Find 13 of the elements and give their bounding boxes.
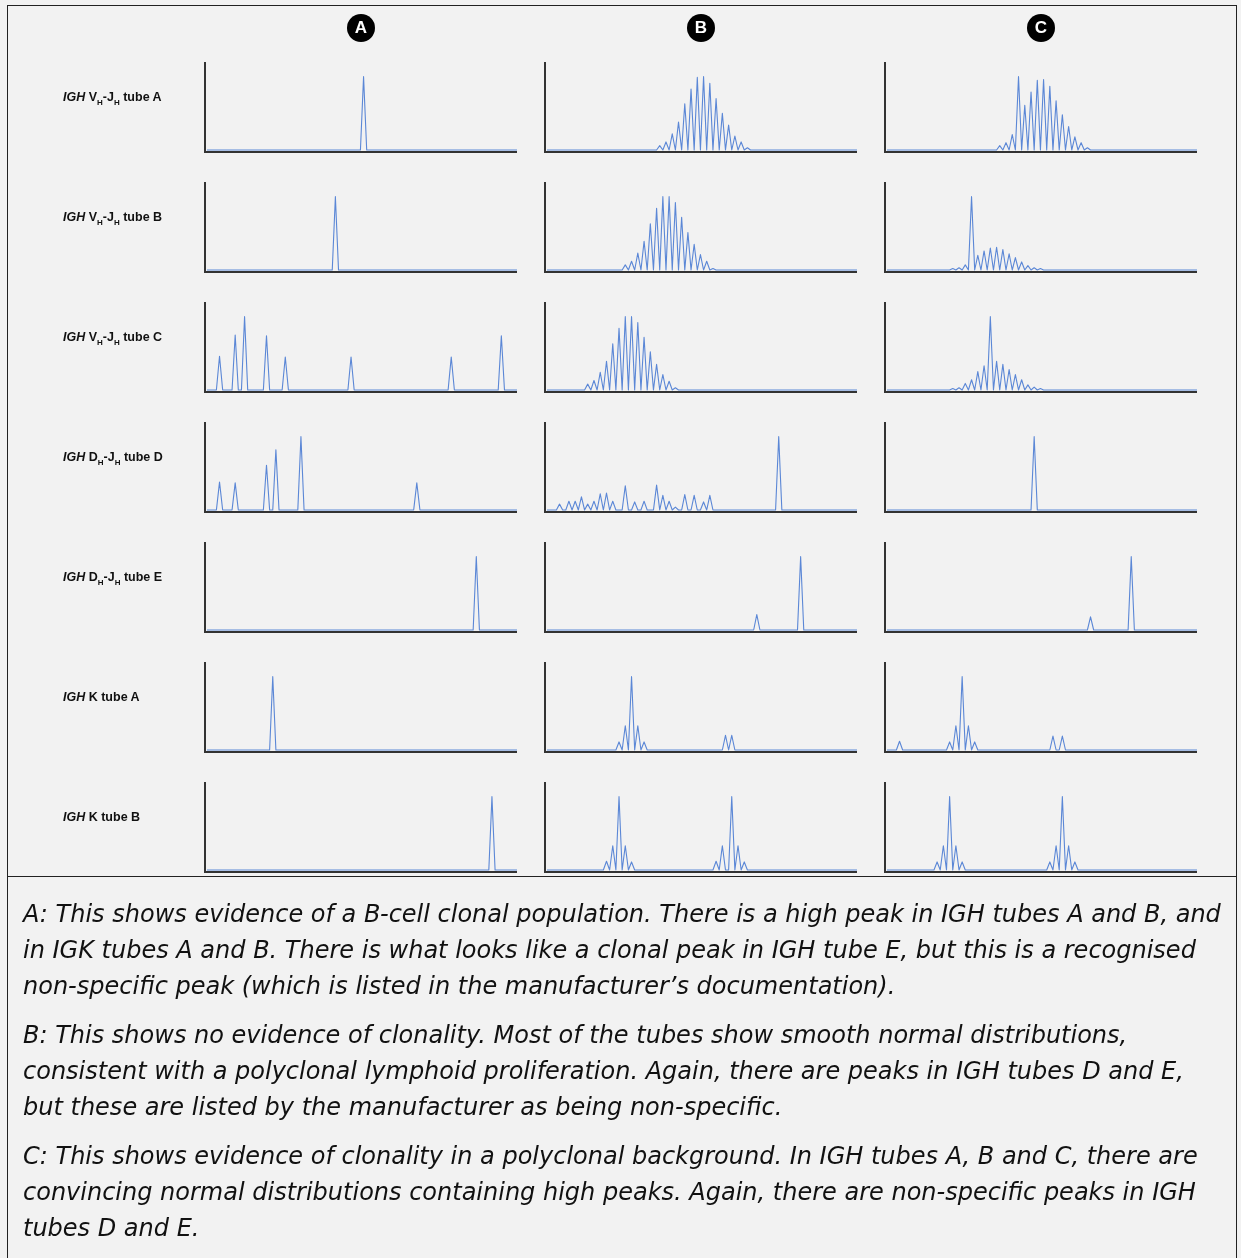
y-axis-title: IGH D$_{H}$-J$_{H}$ tube D [63, 450, 164, 467]
chart-title: C [1027, 14, 1055, 42]
y-axis-title: IGH V$_{H}$-J$_{H}$ tube A [63, 90, 163, 107]
chart-title: B [687, 14, 715, 42]
text: C: This shows evidence of clonality in a polyclonal background. In IGH tubes A, B and C, there are convincing normal distributions containing high peaks. Again, there are non-specific peaks in IGH tubes D and E. [23, 1141, 1199, 1244]
y-axis-title: IGH V$_{H}$-J$_{H}$ tube C [63, 330, 164, 347]
y-axis-title: IGH D$_{H}$-J$_{H}$ tube E [63, 570, 164, 587]
text: A: This shows evidence of a B-cell clonal population. There is a high peak in IGH tubes A and B, and in IGK tubes A and B. There is what looks like a clonal peak in IGH tube E, but this is a recognised non-specific peak (which is listed in the manufacturer’s documentation). [23, 899, 1222, 1002]
text: B: This shows no evidence of clonality. Most of the tubes show smooth normal distributions, consistent with a polyclonal lymphoid proliferation. Again, there are peaks in IGH tubes D and E, but these are listed by the manufacturer as being non-specific. [23, 1020, 1185, 1123]
y-axis-title: IGH V$_{H}$-J$_{H}$ tube B [63, 210, 164, 227]
y-axis-title: IGH K tube B [63, 810, 142, 824]
y-axis-title: IGH K tube A [63, 690, 141, 704]
chart-title: A [347, 14, 375, 42]
